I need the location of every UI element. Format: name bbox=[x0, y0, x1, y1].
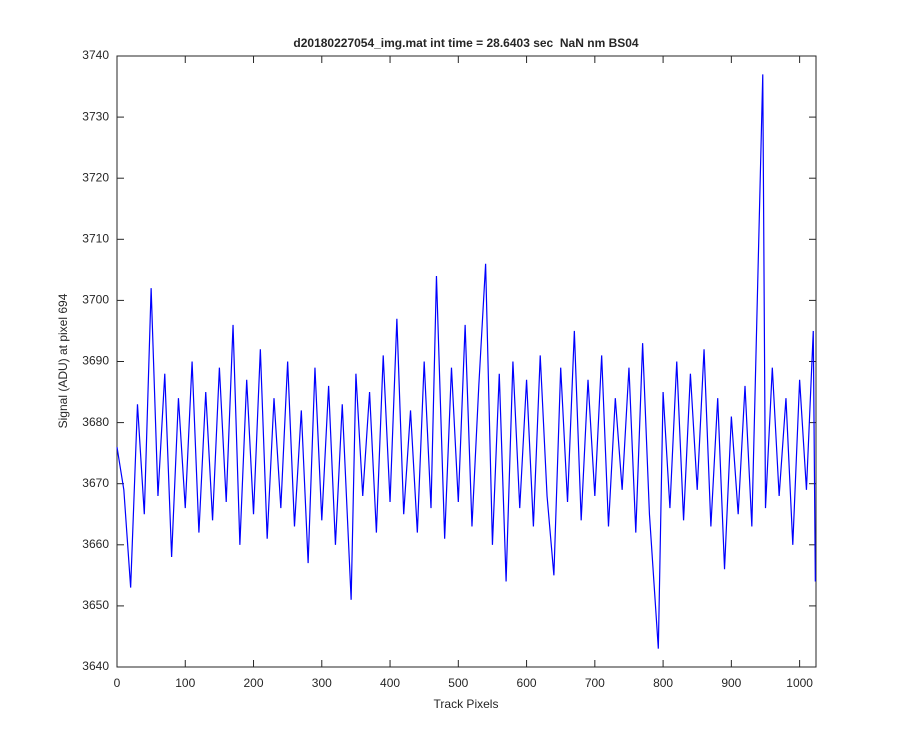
y-tick-label: 3740 bbox=[82, 48, 109, 62]
y-tick-label: 3660 bbox=[82, 537, 109, 551]
y-tick-label: 3730 bbox=[82, 109, 109, 123]
x-tick-label: 100 bbox=[175, 676, 195, 690]
x-tick-label: 500 bbox=[448, 676, 468, 690]
y-tick-label: 3670 bbox=[82, 476, 109, 490]
y-tick-label: 3650 bbox=[82, 598, 109, 612]
y-axis-label: Signal (ADU) at pixel 694 bbox=[56, 293, 70, 428]
x-tick-label: 900 bbox=[721, 676, 741, 690]
x-tick-label: 700 bbox=[585, 676, 605, 690]
y-tick-label: 3720 bbox=[82, 170, 109, 184]
data-line bbox=[116, 74, 816, 649]
x-tick-label: 600 bbox=[517, 676, 537, 690]
chart-title: d20180227054_img.mat int time = 28.6403 … bbox=[293, 36, 639, 50]
x-tick-label: 1000 bbox=[786, 676, 813, 690]
x-tick-label: 200 bbox=[244, 676, 264, 690]
y-tick-label: 3640 bbox=[82, 659, 109, 673]
x-axis-label: Track Pixels bbox=[434, 697, 499, 711]
y-tick-label: 3680 bbox=[82, 415, 109, 429]
x-tick-label: 300 bbox=[312, 676, 332, 690]
x-tick-label: 0 bbox=[114, 676, 121, 690]
y-tick-label: 3690 bbox=[82, 354, 109, 368]
x-tick-label: 400 bbox=[380, 676, 400, 690]
x-tick-label: 800 bbox=[653, 676, 673, 690]
y-tick-label: 3700 bbox=[82, 293, 109, 307]
y-tick-label: 3710 bbox=[82, 231, 109, 245]
